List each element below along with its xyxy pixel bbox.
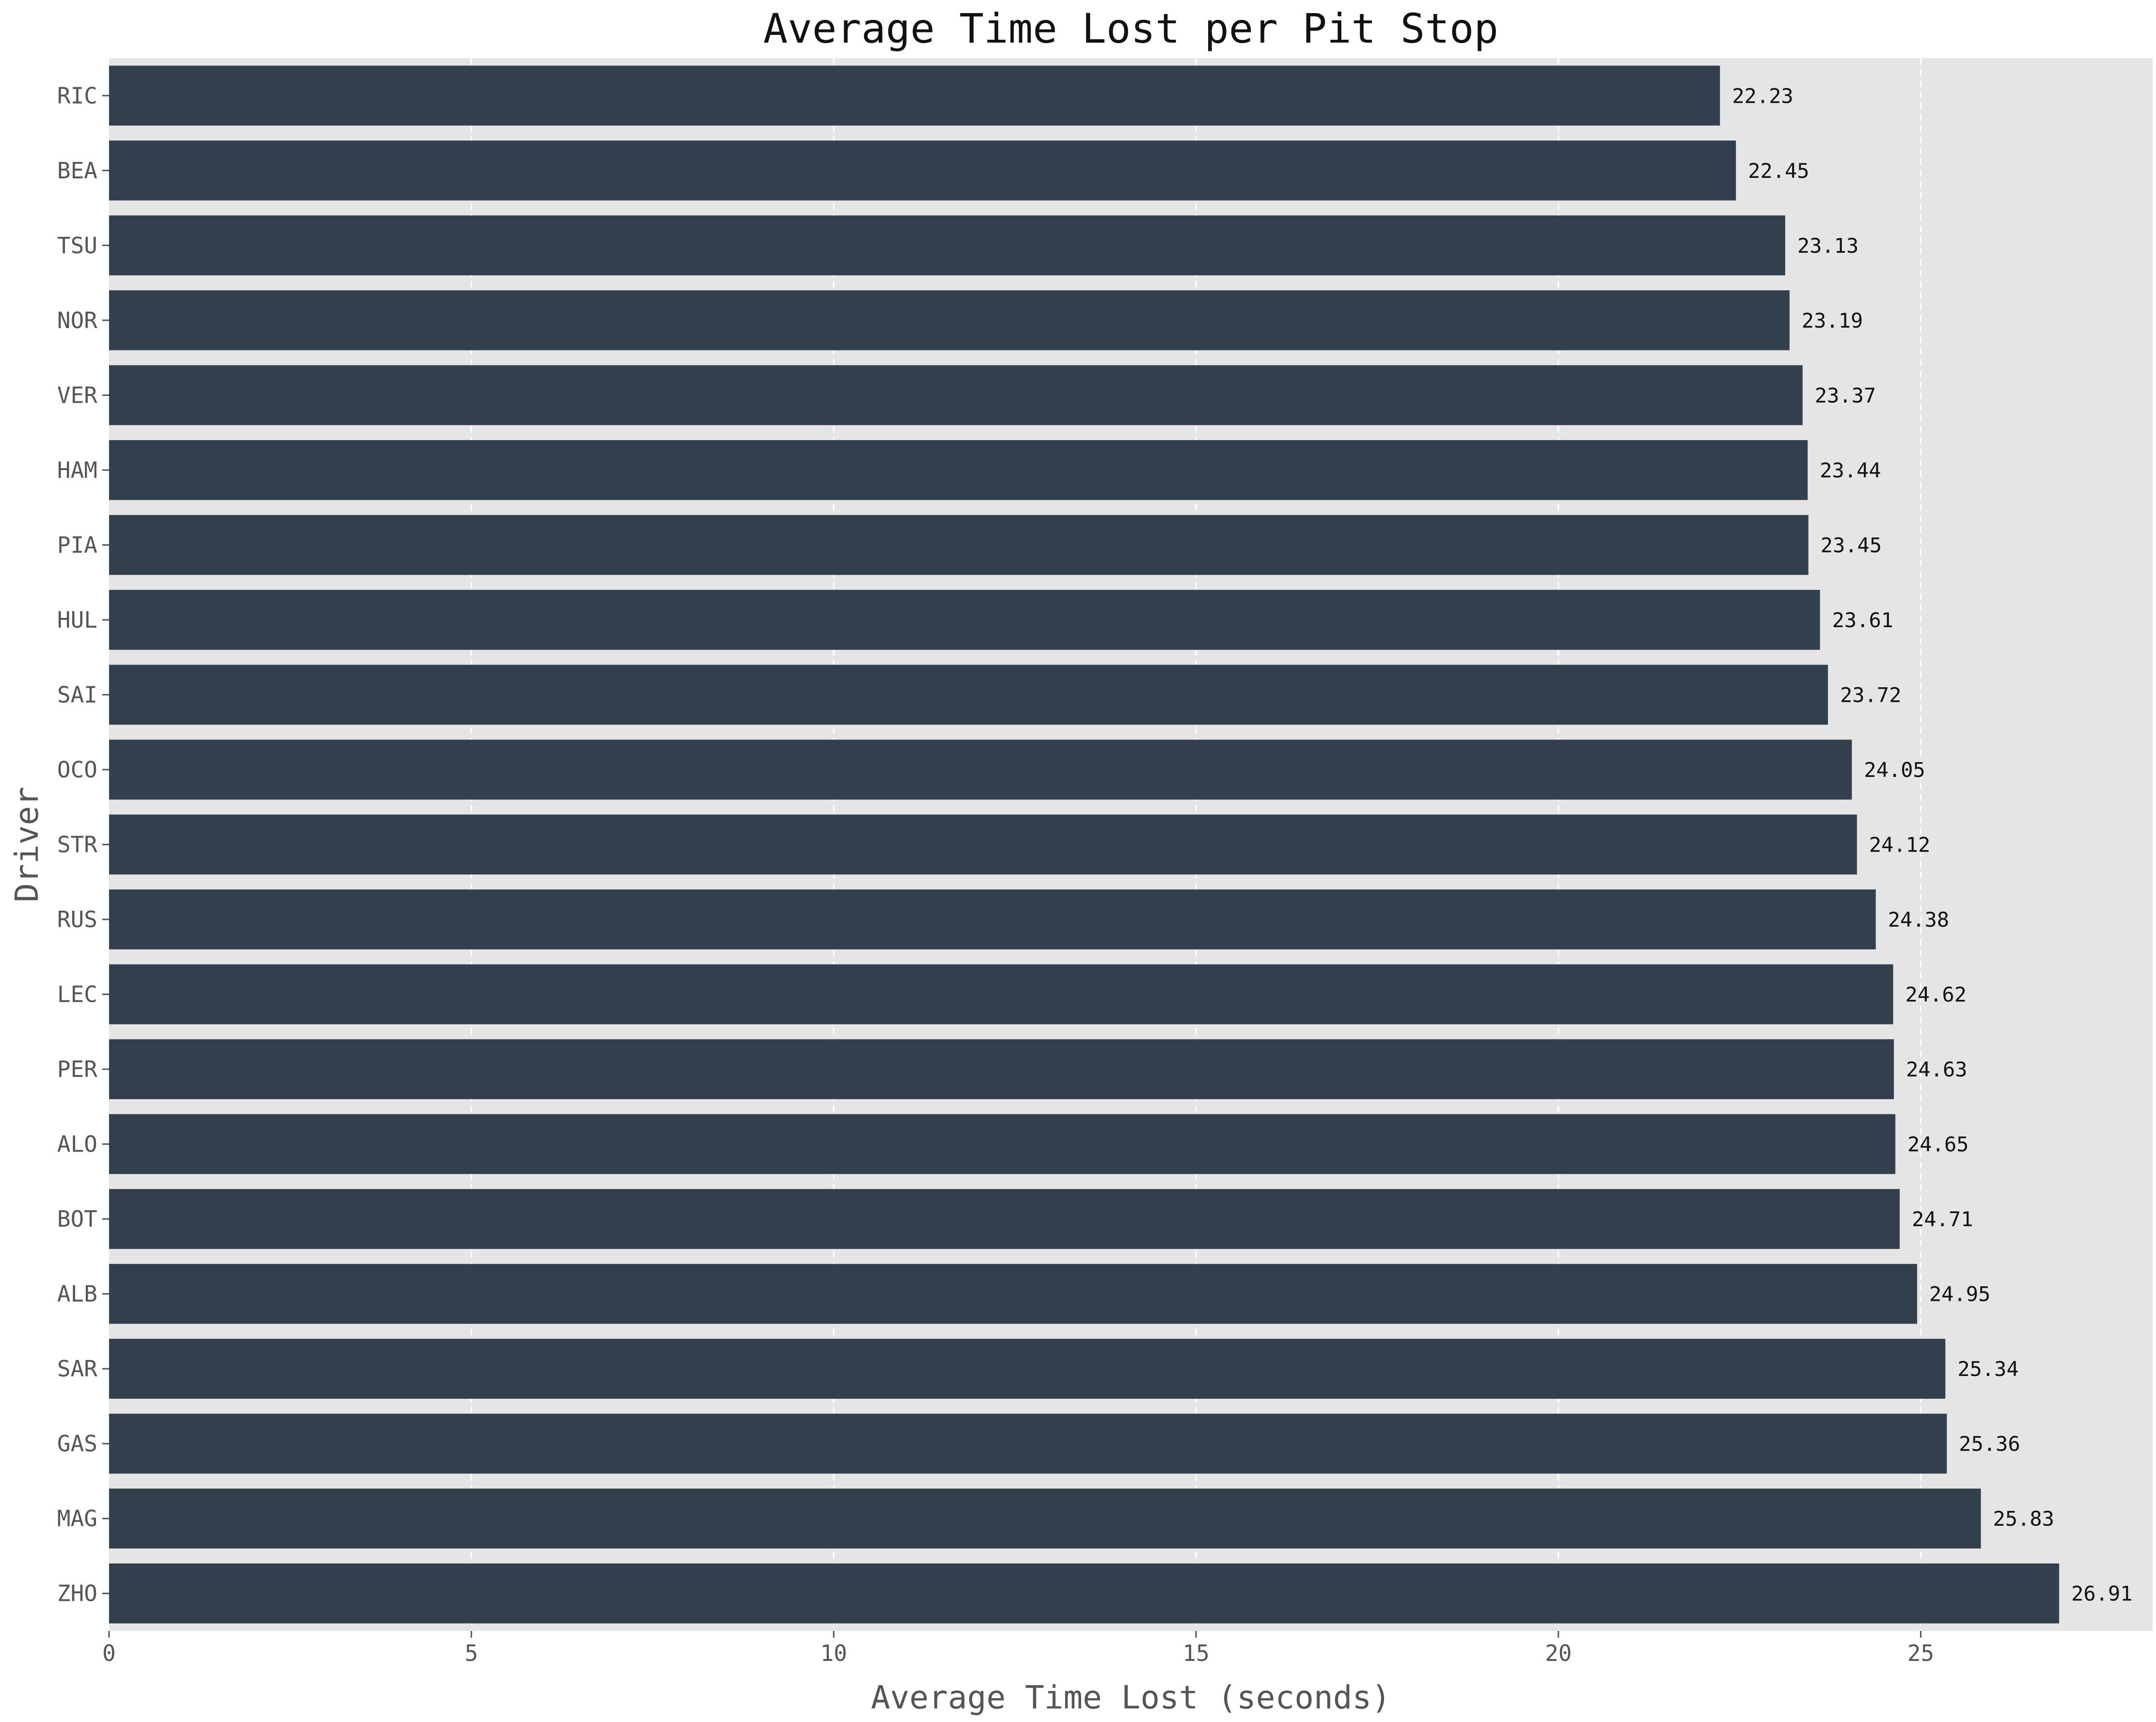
bar-lec bbox=[109, 964, 1893, 1025]
bar-gas bbox=[109, 1413, 1947, 1474]
y-tick-label-ver: VER bbox=[57, 382, 97, 408]
bars bbox=[109, 65, 2060, 1624]
bar-hul bbox=[109, 590, 1820, 650]
value-label-ric: 22.23 bbox=[1732, 84, 1793, 108]
bar-ric bbox=[109, 65, 1720, 126]
bar-alb bbox=[109, 1264, 1917, 1324]
value-label-bot: 24.71 bbox=[1912, 1207, 1973, 1231]
y-tick-label-bea: BEA bbox=[57, 158, 97, 184]
value-label-oco: 24.05 bbox=[1864, 758, 1925, 782]
y-tick-label-alo: ALO bbox=[57, 1131, 97, 1157]
y-tick-label-sar: SAR bbox=[57, 1356, 97, 1382]
bar-bot bbox=[109, 1189, 1900, 1249]
bar-bea bbox=[109, 140, 1736, 201]
y-tick-label-zho: ZHO bbox=[57, 1580, 97, 1607]
bar-mag bbox=[109, 1488, 1981, 1549]
bar-str bbox=[109, 814, 1857, 875]
value-label-tsu: 23.13 bbox=[1797, 234, 1858, 257]
value-label-alb: 24.95 bbox=[1929, 1282, 1990, 1306]
bar-sai bbox=[109, 664, 1828, 725]
y-axis-ticks: RIC BEA TSU NOR VER HAM PIA HUL SAI OCO STR RUS LEC P… bbox=[57, 82, 109, 1607]
bar-oco bbox=[109, 740, 1852, 800]
value-label-str: 24.12 bbox=[1869, 833, 1930, 857]
chart-title: Average Time Lost per Pit Stop bbox=[763, 5, 1498, 52]
value-label-sai: 23.72 bbox=[1840, 683, 1901, 707]
y-tick-label-ham: HAM bbox=[57, 457, 97, 483]
x-tick-label: 25 bbox=[1907, 1640, 1934, 1666]
value-label-mag: 25.83 bbox=[1993, 1507, 2054, 1531]
value-label-gas: 25.36 bbox=[1959, 1432, 2020, 1456]
y-tick-label-bot: BOT bbox=[57, 1206, 97, 1232]
y-tick-label-sai: SAI bbox=[57, 681, 97, 708]
bar-zho bbox=[109, 1563, 2060, 1624]
y-tick-label-rus: RUS bbox=[57, 906, 97, 932]
value-labels: 22.23 22.45 23.13 23.19 23.37 23.44 23.45 23.61… bbox=[1732, 84, 2132, 1605]
y-tick-label-nor: NOR bbox=[57, 307, 97, 333]
y-axis-label: Driver bbox=[8, 787, 46, 902]
value-label-rus: 24.38 bbox=[1888, 908, 1949, 932]
x-tick-label: 10 bbox=[820, 1640, 847, 1666]
bar-nor bbox=[109, 290, 1790, 350]
x-tick-label: 20 bbox=[1545, 1640, 1572, 1666]
bar-alo bbox=[109, 1114, 1896, 1174]
bar-rus bbox=[109, 889, 1876, 949]
value-label-hul: 23.61 bbox=[1832, 608, 1893, 632]
bar-per bbox=[109, 1039, 1894, 1099]
value-label-per: 24.63 bbox=[1906, 1058, 1967, 1081]
value-label-nor: 23.19 bbox=[1802, 309, 1863, 332]
value-label-lec: 24.62 bbox=[1905, 983, 1967, 1007]
bar-ham bbox=[109, 440, 1808, 500]
x-tick-label: 0 bbox=[102, 1640, 116, 1666]
bar-ver bbox=[109, 365, 1803, 426]
y-tick-label-lec: LEC bbox=[57, 981, 97, 1008]
x-tick-label: 5 bbox=[465, 1640, 478, 1666]
value-label-ver: 23.37 bbox=[1815, 383, 1876, 407]
y-tick-label-gas: GAS bbox=[57, 1431, 97, 1457]
y-tick-label-pia: PIA bbox=[57, 532, 97, 558]
value-label-pia: 23.45 bbox=[1821, 533, 1882, 557]
y-tick-label-tsu: TSU bbox=[57, 232, 97, 258]
x-tick-label: 15 bbox=[1182, 1640, 1209, 1666]
value-label-ham: 23.44 bbox=[1820, 458, 1881, 482]
value-label-bea: 22.45 bbox=[1748, 159, 1809, 183]
bar-sar bbox=[109, 1339, 1946, 1399]
y-tick-label-oco: OCO bbox=[57, 757, 97, 783]
y-tick-label-str: STR bbox=[57, 832, 97, 858]
y-tick-label-hul: HUL bbox=[57, 607, 97, 633]
x-axis-label: Average Time Lost (seconds) bbox=[871, 1679, 1391, 1716]
y-tick-label-ric: RIC bbox=[57, 82, 97, 109]
value-label-zho: 26.91 bbox=[2071, 1582, 2132, 1606]
bar-pia bbox=[109, 515, 1809, 575]
x-axis-ticks: 0 5 10 15 20 25 bbox=[102, 1631, 1934, 1666]
y-tick-label-alb: ALB bbox=[57, 1281, 97, 1307]
value-label-sar: 25.34 bbox=[1957, 1357, 2018, 1381]
value-label-alo: 24.65 bbox=[1907, 1133, 1968, 1156]
y-tick-label-per: PER bbox=[57, 1056, 97, 1082]
y-tick-label-mag: MAG bbox=[57, 1505, 97, 1532]
bar-tsu bbox=[109, 215, 1785, 276]
